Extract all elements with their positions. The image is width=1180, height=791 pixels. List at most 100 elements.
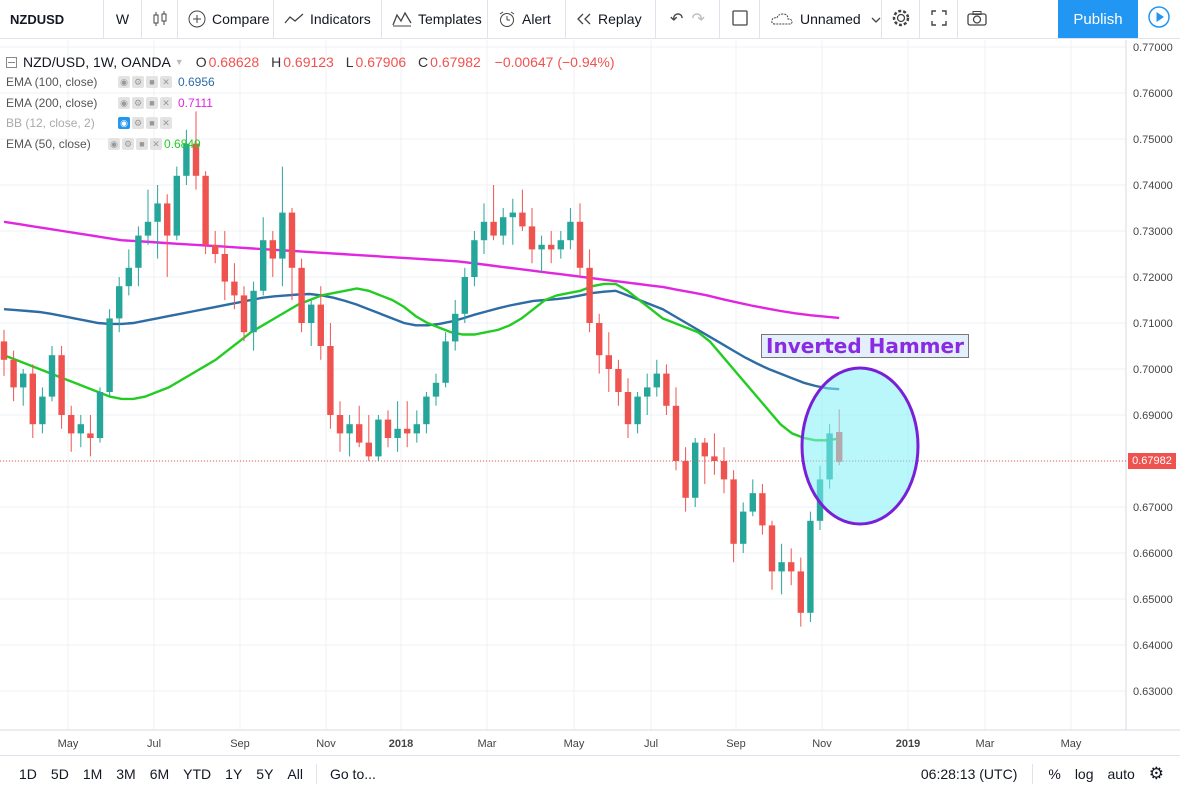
y-tick-label: 0.67000 (1133, 502, 1173, 514)
candle-body (106, 318, 113, 392)
candle-body (720, 461, 728, 480)
close-icon[interactable]: ✕ (160, 76, 172, 89)
range-1m[interactable]: 1M (82, 765, 103, 782)
range-3m[interactable]: 3M (116, 765, 136, 782)
publish-button[interactable]: Publish (1058, 0, 1138, 38)
gear-icon[interactable]: ⚙ (132, 96, 144, 109)
y-tick-label: 0.65000 (1133, 594, 1173, 606)
templates-button[interactable]: Templates (382, 0, 488, 38)
candle-body (624, 392, 632, 425)
settings-gear-icon[interactable]: ⚙ (1148, 763, 1164, 783)
candle-body (10, 359, 17, 388)
divider (1032, 763, 1034, 784)
y-tick-label: 0.71000 (1133, 318, 1173, 330)
indicator-row[interactable]: EMA (200, close) ◉ ⚙ ■ ✕ 0.7111 (6, 95, 213, 110)
more-icon[interactable]: ■ (146, 96, 158, 109)
undo-redo-group: ↶ ↷ (656, 0, 720, 38)
indicator-row[interactable]: EMA (50, close) ◉ ⚙ ■ ✕ 0.6849 (6, 136, 201, 151)
indicators-button[interactable]: Indicators (274, 0, 382, 38)
close-icon[interactable]: ✕ (160, 96, 172, 109)
y-tick-label: 0.69000 (1133, 410, 1173, 422)
candle-body (125, 267, 132, 287)
layout-selector[interactable]: Unnamed (760, 0, 882, 38)
more-icon[interactable]: ■ (146, 117, 158, 130)
candle-body (807, 520, 814, 613)
range-1d[interactable]: 1D (19, 765, 37, 782)
templates-icon (392, 11, 412, 27)
candle-body (221, 254, 228, 282)
candle-body (260, 240, 267, 291)
candle-body (692, 442, 699, 498)
chart-axes: 0.77000 0.76000 0.75000 0.74000 0.73000 0.720… (0, 40, 1180, 750)
candle-body (586, 267, 593, 323)
chart-grid (0, 40, 1126, 730)
series-chevron-icon[interactable]: ▼ (174, 57, 184, 67)
candle-body (58, 355, 65, 415)
gear-icon[interactable]: ⚙ (132, 117, 144, 130)
fullscreen-button[interactable] (920, 0, 958, 38)
auto-toggle[interactable]: auto (1107, 765, 1135, 782)
collapse-icon[interactable] (6, 56, 17, 68)
stream-button[interactable] (1138, 0, 1180, 38)
percent-toggle[interactable]: % (1048, 765, 1061, 782)
eye-off-icon[interactable]: ◉ (118, 117, 130, 130)
candle-body (87, 433, 94, 438)
eye-icon[interactable]: ◉ (118, 96, 130, 109)
goto-button[interactable]: Go to... (329, 765, 376, 782)
ohlc-values: O 0.68628 H 0.69123 L 0.67906 C 0.67982 −0.0… (195, 54, 615, 70)
candle-body (567, 221, 574, 241)
close-icon[interactable]: ✕ (150, 137, 162, 150)
range-ytd[interactable]: YTD (183, 765, 212, 782)
range-all[interactable]: All (287, 765, 303, 782)
series-title[interactable]: NZD/USD, 1W, OANDA (23, 54, 171, 70)
candle-body (432, 382, 440, 397)
log-toggle[interactable]: log (1074, 765, 1094, 782)
candle-body (231, 281, 238, 296)
candle-body (144, 221, 152, 236)
x-tick-label: May (58, 738, 79, 750)
range-5y[interactable]: 5Y (256, 765, 274, 782)
candle-body (490, 221, 497, 236)
indicators-icon (284, 12, 304, 26)
chart-type-button[interactable] (142, 0, 178, 38)
y-tick-label: 0.63000 (1133, 686, 1173, 698)
plus-circle-icon (188, 10, 206, 28)
eye-icon[interactable]: ◉ (118, 76, 130, 89)
candle-body (269, 240, 276, 259)
x-tick-label: 2019 (896, 738, 920, 750)
candle-body (519, 212, 526, 227)
square-icon (731, 9, 749, 30)
range-6m[interactable]: 6M (149, 765, 170, 782)
settings-button[interactable] (882, 0, 920, 38)
candle-body (298, 267, 305, 323)
interval-selector[interactable]: W (104, 0, 142, 38)
utc-clock[interactable]: 06:28:13 (UTC) (920, 765, 1018, 782)
symbol-search[interactable]: NZDUSD (0, 0, 104, 38)
close-icon[interactable]: ✕ (160, 117, 172, 130)
undo-icon[interactable]: ↶ (670, 11, 684, 28)
expand-icon (930, 9, 948, 30)
more-icon[interactable]: ■ (146, 76, 158, 89)
pattern-annotation[interactable]: Inverted Hammer (761, 334, 969, 358)
redo-icon[interactable]: ↷ (691, 11, 705, 28)
snapshot-button[interactable] (958, 0, 996, 38)
candle-body (279, 212, 286, 259)
rewind-icon (576, 13, 592, 25)
more-icon[interactable]: ■ (136, 137, 148, 150)
gear-icon[interactable]: ⚙ (122, 137, 134, 150)
candle-body (116, 286, 123, 319)
chart-legend: NZD/USD, 1W, OANDA ▼ O 0.68628 H 0.69123 L… (6, 52, 617, 154)
fullscreen-toggle[interactable] (720, 0, 760, 38)
gear-icon[interactable]: ⚙ (132, 76, 144, 89)
compare-button[interactable]: Compare (178, 0, 274, 38)
candle-body (528, 226, 536, 250)
alert-button[interactable]: Alert (488, 0, 566, 38)
price-chart[interactable]: 0.77000 0.76000 0.75000 0.74000 0.73000 0.720… (0, 39, 1180, 755)
indicator-row[interactable]: BB (12, close, 2) ◉ ⚙ ■ ✕ (6, 113, 617, 134)
eye-icon[interactable]: ◉ (108, 137, 120, 150)
range-5d[interactable]: 5D (50, 765, 69, 782)
indicator-row[interactable]: EMA (100, close) ◉ ⚙ ■ ✕ 0.6956 (6, 75, 215, 90)
candle-body (384, 419, 392, 438)
replay-button[interactable]: Replay (566, 0, 656, 38)
range-1y[interactable]: 1Y (225, 765, 243, 782)
